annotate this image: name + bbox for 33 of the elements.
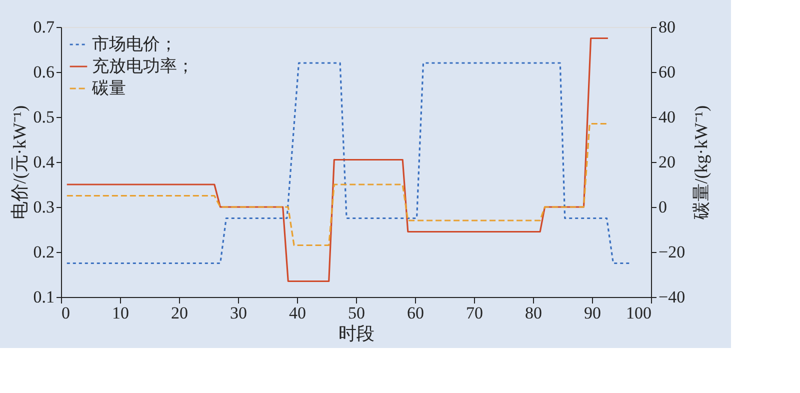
legend-label: 充放电功率； [92, 56, 194, 76]
y2-tick-label: 40 [658, 108, 676, 126]
legend-label: 碳量 [91, 78, 126, 98]
line-series [66, 122, 609, 246]
x-tick-label: 50 [348, 304, 365, 322]
y2-tick-label: 20 [658, 152, 676, 172]
legend-label: 市场电价； [92, 34, 177, 54]
x-tick-label: 10 [112, 304, 129, 322]
x-tick-label: 40 [289, 304, 306, 322]
y-tick-label: 0.3 [33, 198, 54, 216]
x-tick-label: 100 [626, 304, 652, 322]
y-tick-label: 0.4 [33, 152, 55, 172]
y2-tick-label: 60 [658, 62, 676, 82]
y-tick-label: 0.1 [33, 288, 54, 306]
x-axis-title: 时段 [338, 324, 374, 344]
x-tick-label: 0 [62, 304, 70, 322]
y-tick-label: 0.5 [33, 108, 54, 126]
y-axis-title: 电价/(元·kW⁻¹) [9, 105, 30, 220]
y2-axis-title: 碳量/(kg·kW⁻¹) [691, 105, 712, 221]
line-series [66, 37, 609, 282]
x-tick-label: 90 [584, 304, 601, 322]
y-tick-label: 0.2 [33, 242, 54, 262]
y2-tick-label: 80 [658, 18, 676, 36]
y2-tick-label: −40 [658, 288, 686, 306]
y-tick-label: 0.7 [33, 18, 55, 36]
x-tick-label: 30 [230, 304, 247, 322]
y-tick-label: 0.6 [33, 62, 54, 82]
y2-tick-label: 0 [658, 198, 667, 216]
x-tick-label: 20 [171, 304, 188, 322]
x-tick-label: 60 [407, 304, 424, 322]
y2-tick-label: −20 [658, 242, 686, 262]
x-tick-label: 80 [525, 304, 542, 322]
x-tick-label: 70 [466, 304, 483, 322]
